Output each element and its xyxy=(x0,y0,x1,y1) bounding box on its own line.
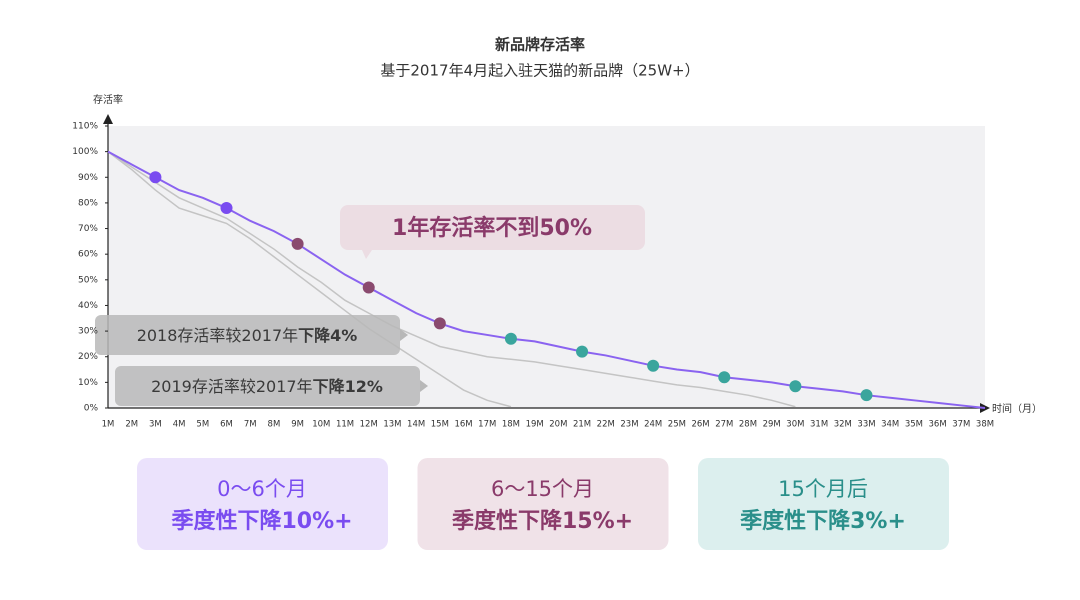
note-box xyxy=(115,366,420,406)
x-tick-label: 7M xyxy=(244,420,257,430)
x-tick-label: 31M xyxy=(810,420,828,430)
x-tick-label: 35M xyxy=(905,420,923,430)
x-tick-label: 21M xyxy=(573,420,591,430)
phase-title: 15个月后 xyxy=(778,477,868,501)
y-tick-label: 110% xyxy=(72,122,98,132)
x-tick-label: 13M xyxy=(383,420,401,430)
y-tick-label: 20% xyxy=(78,352,98,362)
x-tick-label: 14M xyxy=(407,420,425,430)
x-tick-label: 22M xyxy=(597,420,615,430)
y-axis-label: 存活率 xyxy=(93,93,123,106)
x-tick-label: 30M xyxy=(786,420,804,430)
x-tick-label: 27M xyxy=(715,420,733,430)
chart-subtitle: 基于2017年4月起入驻天猫的新品牌（25W+） xyxy=(380,62,699,80)
note-text: 2019存活率较2017年下降12% xyxy=(151,377,383,396)
y-tick-label: 40% xyxy=(78,301,98,311)
x-tick-label: 17M xyxy=(478,420,496,430)
x-tick-label: 8M xyxy=(268,420,281,430)
y-axis-arrow xyxy=(103,114,113,124)
series-line xyxy=(107,151,512,408)
marker xyxy=(291,237,304,250)
phase-title: 6～15个月 xyxy=(491,477,594,501)
x-tick-label: 28M xyxy=(739,420,757,430)
x-tick-label: 36M xyxy=(929,420,947,430)
chart-title: 新品牌存活率 xyxy=(495,36,585,54)
x-tick-label: 20M xyxy=(549,420,567,430)
note-label: 2019存活率较2017年 xyxy=(151,377,312,396)
marker xyxy=(789,380,802,393)
series-line xyxy=(107,150,986,409)
y-tick-label: 90% xyxy=(78,173,98,183)
x-axis-label: 时间（月） xyxy=(992,402,1042,415)
note-label: 2018存活率较2017年 xyxy=(137,326,298,345)
phase-text: 季度性下降3%+ xyxy=(740,508,906,534)
x-tick-label: 4M xyxy=(173,420,186,430)
phase-box xyxy=(698,458,949,550)
x-tick-label: 24M xyxy=(644,420,662,430)
phase-title: 0～6个月 xyxy=(217,477,307,501)
x-tick-label: 11M xyxy=(336,420,354,430)
y-tick-label: 30% xyxy=(78,327,98,337)
phase-text: 季度性下降10%+ xyxy=(171,508,352,534)
x-tick-label: 1M xyxy=(102,420,115,430)
x-tick-label: 32M xyxy=(834,420,852,430)
x-tick-label: 34M xyxy=(881,420,899,430)
x-tick-label: 25M xyxy=(668,420,686,430)
x-tick-label: 15M xyxy=(431,420,449,430)
x-tick-label: 29M xyxy=(763,420,781,430)
phase-box xyxy=(137,458,388,550)
x-tick-label: 37M xyxy=(952,420,970,430)
x-tick-label: 2M xyxy=(125,420,138,430)
callout-text: 1年存活率不到50% xyxy=(392,215,592,241)
phase-box xyxy=(417,458,669,550)
x-tick-label: 12M xyxy=(360,420,378,430)
y-tick-label: 70% xyxy=(78,224,98,234)
callout-pointer xyxy=(362,250,372,259)
x-tick-label: 23M xyxy=(620,420,638,430)
marker xyxy=(576,345,589,358)
note-pointer xyxy=(420,380,428,392)
y-tick-label: 80% xyxy=(78,198,98,208)
marker xyxy=(860,389,873,402)
y-tick-label: 60% xyxy=(78,250,98,260)
note-box xyxy=(95,315,400,355)
x-tick-label: 38M xyxy=(976,420,994,430)
y-tick-label: 0% xyxy=(84,404,99,414)
note-emphasis: 下降4% xyxy=(298,326,357,345)
series-line xyxy=(107,151,796,408)
x-tick-label: 5M xyxy=(196,420,209,430)
marker xyxy=(718,371,731,384)
marker xyxy=(362,281,375,294)
plot-area xyxy=(108,126,985,408)
marker xyxy=(433,317,446,330)
y-tick-label: 100% xyxy=(72,147,98,157)
x-tick-label: 26M xyxy=(691,420,709,430)
x-tick-label: 3M xyxy=(149,420,162,430)
x-tick-label: 33M xyxy=(857,420,875,430)
marker xyxy=(149,171,162,184)
note-emphasis: 下降12% xyxy=(313,377,383,396)
x-tick-label: 18M xyxy=(502,420,520,430)
note-text: 2018存活率较2017年下降4% xyxy=(137,326,358,345)
marker xyxy=(647,359,660,372)
x-tick-label: 19M xyxy=(526,420,544,430)
x-tick-label: 6M xyxy=(220,420,233,430)
marker xyxy=(220,202,233,215)
y-tick-label: 10% xyxy=(78,378,98,388)
callout-box xyxy=(340,205,645,250)
y-tick-label: 50% xyxy=(78,275,98,285)
marker xyxy=(504,332,517,345)
x-tick-label: 9M xyxy=(291,420,304,430)
x-tick-label: 16M xyxy=(454,420,472,430)
note-pointer xyxy=(400,329,408,341)
x-tick-label: 10M xyxy=(312,420,330,430)
phase-text: 季度性下降15%+ xyxy=(452,508,633,534)
